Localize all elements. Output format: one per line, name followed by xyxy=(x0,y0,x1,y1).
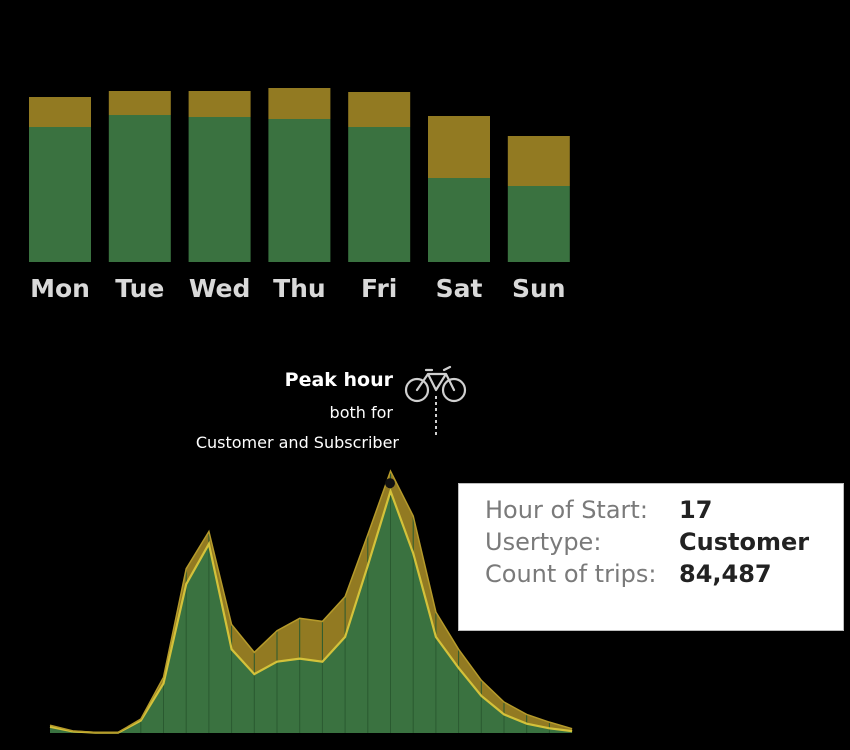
bar-customer-fri[interactable] xyxy=(348,92,411,127)
bar-customer-sat[interactable] xyxy=(428,116,490,178)
hourly-area-chart xyxy=(49,469,573,734)
bar-subscriber-tue[interactable] xyxy=(108,115,171,262)
bar-customer-thu[interactable] xyxy=(268,88,331,119)
peak-subtitle-1: both for xyxy=(330,403,394,422)
tooltip-row-count: Count of trips: 84,487 xyxy=(485,558,772,590)
bar-subscriber-sun[interactable] xyxy=(507,186,570,262)
day-label-sun: Sun xyxy=(512,274,566,303)
bar-subscriber-fri[interactable] xyxy=(348,127,411,262)
day-label-thu: Thu xyxy=(273,274,326,303)
bar-subscriber-thu[interactable] xyxy=(268,119,331,262)
line-total xyxy=(49,469,573,734)
tooltip-label-hour: Hour of Start: xyxy=(485,496,648,524)
bar-customer-tue[interactable] xyxy=(108,91,171,115)
bar-customer-mon[interactable] xyxy=(29,97,91,127)
tooltip-value-count: 84,487 xyxy=(679,560,772,588)
tooltip-label-usertype: Usertype: xyxy=(485,528,602,556)
day-label-tue: Tue xyxy=(115,274,164,303)
day-label-fri: Fri xyxy=(361,274,397,303)
bar-subscriber-sat[interactable] xyxy=(428,178,490,262)
bar-customer-wed[interactable] xyxy=(188,91,251,117)
bar-customer-sun[interactable] xyxy=(507,136,570,186)
day-label-mon: Mon xyxy=(30,274,90,303)
day-label-sat: Sat xyxy=(436,274,483,303)
bar-subscriber-mon[interactable] xyxy=(29,127,91,262)
day-label-wed: Wed xyxy=(189,274,251,303)
peak-annotation: Peak hour both for Customer and Subscrib… xyxy=(196,365,467,489)
weekday-bar-chart xyxy=(29,88,570,262)
tooltip-value-usertype: Customer xyxy=(679,528,810,556)
tooltip-value-hour: 17 xyxy=(679,496,713,524)
peak-title: Peak hour xyxy=(285,369,394,391)
bicycle-icon xyxy=(404,365,467,403)
peak-point[interactable] xyxy=(385,478,395,489)
peak-subtitle-2: Customer and Subscriber xyxy=(196,433,400,452)
weekday-labels: Mon Tue Wed Thu Fri Sat Sun xyxy=(30,274,566,303)
tooltip-label-count: Count of trips: xyxy=(485,560,657,588)
line-subscriber xyxy=(49,487,573,734)
tooltip-row-usertype: Usertype: Customer xyxy=(485,526,809,558)
tooltip-row-hour: Hour of Start: 17 xyxy=(485,494,712,526)
bar-subscriber-wed[interactable] xyxy=(188,117,251,262)
tooltip: Hour of Start: 17 Usertype: Customer Count… xyxy=(458,483,844,631)
area-subscriber[interactable] xyxy=(50,491,573,733)
